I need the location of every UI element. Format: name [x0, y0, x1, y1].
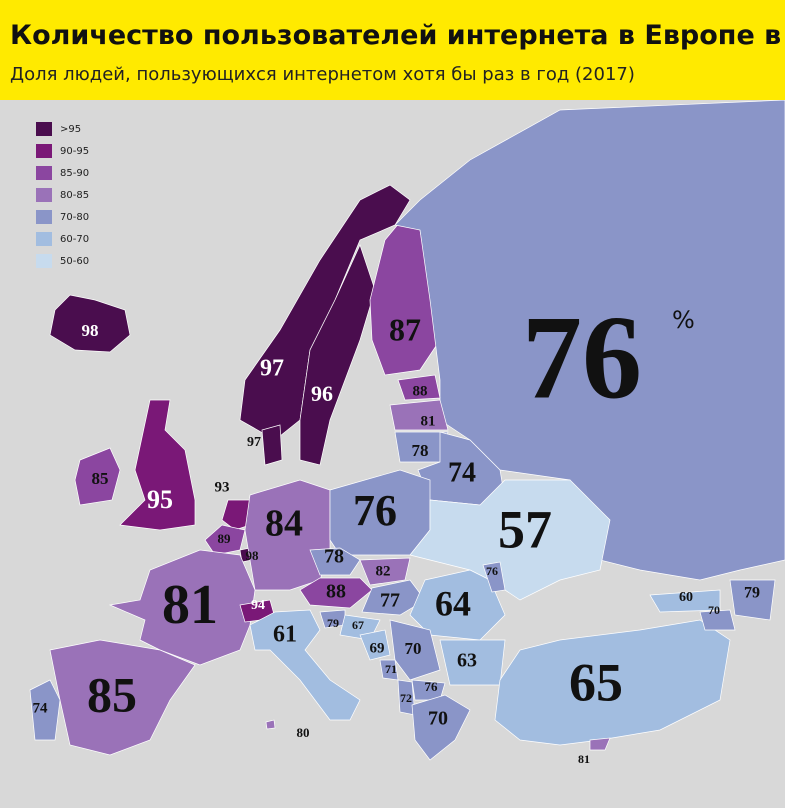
value-label: 76 — [353, 486, 397, 535]
value-label: 60 — [679, 590, 693, 605]
value-label: 76 — [486, 564, 498, 578]
value-label: 79 — [744, 585, 760, 602]
value-label: 69 — [370, 640, 385, 656]
value-label: 76 — [522, 291, 642, 424]
legend-swatch — [36, 166, 52, 180]
legend-label: 90-95 — [60, 146, 89, 157]
value-label: 81 — [162, 574, 218, 636]
value-label: 70 — [428, 708, 448, 730]
country — [119, 399, 196, 531]
value-label: 93 — [215, 479, 230, 495]
value-label: 89 — [218, 531, 232, 546]
country — [494, 619, 731, 746]
value-label: 80 — [297, 725, 310, 740]
value-label: 98 — [82, 321, 99, 340]
country — [309, 547, 361, 576]
country — [589, 737, 611, 751]
country — [409, 569, 506, 641]
value-label: 70 — [405, 639, 422, 658]
legend-swatch — [36, 188, 52, 202]
country — [482, 561, 506, 593]
legend-swatch — [36, 210, 52, 224]
country — [249, 609, 361, 721]
legend-label: >95 — [60, 124, 81, 135]
value-label: 57 — [498, 499, 552, 559]
value-label: 94 — [251, 598, 265, 613]
value-label: 87 — [389, 311, 421, 347]
legend-label: 85-90 — [60, 168, 89, 179]
legend-swatch — [36, 122, 52, 136]
country — [261, 424, 283, 466]
value-label: 88 — [326, 581, 346, 603]
country — [359, 629, 391, 661]
country — [409, 479, 611, 601]
value-label: 98 — [246, 548, 260, 563]
country — [389, 399, 449, 431]
value-label: 84 — [265, 503, 303, 545]
legend-swatch — [36, 232, 52, 246]
value-label: 78 — [412, 441, 429, 460]
value-label: 85 — [92, 469, 109, 488]
value-label: 77 — [380, 590, 400, 612]
regions — [29, 100, 785, 761]
legend-swatch — [36, 254, 52, 268]
value-label: 67 — [352, 618, 364, 632]
value-label: 64 — [435, 583, 471, 623]
country — [411, 694, 471, 761]
country — [649, 589, 721, 613]
country — [299, 244, 376, 466]
value-label: 76 — [425, 679, 439, 694]
country — [397, 374, 441, 401]
legend-swatch — [36, 144, 52, 158]
value-label: 79 — [327, 616, 339, 630]
legend-label: 80-85 — [60, 190, 89, 201]
title: Количество пользователей интернета в Евр… — [10, 20, 785, 51]
subtitle: Доля людей, пользующихся интернетом хотя… — [10, 64, 635, 85]
value-label: 97 — [247, 435, 261, 450]
value-label: 63 — [457, 650, 477, 672]
value-label: 81 — [578, 752, 590, 766]
country — [244, 479, 331, 591]
country — [729, 579, 776, 621]
value-label: 81 — [421, 413, 436, 429]
country — [49, 639, 196, 756]
value-label: 70 — [708, 603, 720, 617]
value-label: 82 — [376, 563, 391, 579]
country — [361, 579, 426, 616]
value-label: 74 — [448, 457, 476, 488]
value-label: 61 — [273, 622, 297, 648]
value-label: 71 — [385, 662, 397, 676]
country — [359, 557, 411, 586]
country — [108, 549, 256, 666]
country — [389, 619, 441, 681]
value-label: 74 — [33, 700, 49, 716]
country — [74, 447, 121, 506]
legend-label: 70-80 — [60, 212, 89, 223]
country — [49, 294, 131, 353]
value-label: 78 — [324, 546, 344, 568]
value-label: 88 — [413, 383, 428, 399]
country — [29, 679, 61, 741]
value-label: 96 — [311, 381, 333, 406]
country — [265, 719, 276, 730]
unit-label: % — [672, 306, 695, 334]
value-label: 72 — [400, 691, 412, 705]
value-label: 97 — [260, 356, 284, 382]
value-label: 95 — [147, 485, 173, 514]
legend-label: 60-70 — [60, 234, 89, 245]
value-label: 65 — [569, 652, 623, 712]
header: Количество пользователей интернета в Евр… — [0, 0, 785, 100]
country — [699, 609, 736, 631]
legend-label: 50-60 — [60, 256, 89, 267]
value-label: 85 — [87, 666, 137, 722]
